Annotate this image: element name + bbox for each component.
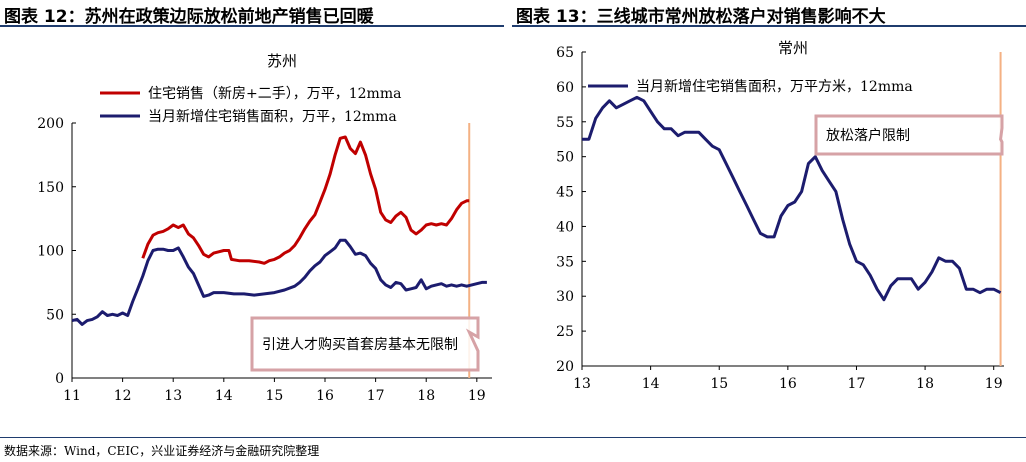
x-tick-label: 13 (164, 388, 182, 404)
series-line-0 (141, 135, 470, 265)
chart-title: 常州 (778, 39, 808, 57)
series-line-1 (71, 238, 487, 326)
x-tick-label: 14 (215, 388, 233, 404)
y-tick-label: 0 (55, 371, 64, 387)
y-tick-label: 55 (556, 115, 574, 131)
x-tick-label: 18 (916, 376, 934, 392)
x-tick-label: 18 (417, 388, 435, 404)
x-tick-label: 14 (642, 376, 660, 392)
x-tick-label: 13 (573, 376, 591, 392)
legend-label: 当月新增住宅销售面积，万平方米，12mma (636, 79, 913, 95)
left-panel-title: 图表 12：苏州在政策边际放松前地产销售已回暖 (4, 7, 374, 27)
y-tick-label: 50 (556, 150, 574, 166)
annotation-callout (814, 114, 1004, 156)
y-tick-label: 60 (556, 80, 574, 96)
left-title-rule (0, 25, 504, 27)
annotation-text: 放松落户限制 (826, 127, 910, 144)
x-tick-label: 11 (63, 388, 81, 404)
x-tick-label: 17 (367, 388, 385, 404)
y-tick-label: 100 (37, 244, 64, 260)
legend-label: 当月新增住宅销售面积，万平，12mma (148, 109, 397, 125)
chart-title: 苏州 (267, 52, 297, 70)
y-tick-label: 150 (37, 180, 64, 196)
x-tick-label: 16 (779, 376, 797, 392)
y-tick-label: 20 (556, 359, 574, 375)
y-tick-label: 40 (556, 219, 574, 235)
x-tick-label: 19 (468, 388, 486, 404)
x-tick-label: 17 (848, 376, 866, 392)
y-tick-label: 200 (37, 116, 64, 132)
y-tick-label: 65 (556, 45, 574, 61)
annotation-callout (250, 316, 480, 372)
changzhou-chart: 常州 20 25 30 35 40 45 50 55 60 65 13 14 15 16 17 18 19 当月新增… (556, 39, 1004, 392)
x-tick-label: 16 (316, 388, 334, 404)
legend-label: 住宅销售（新房+二手），万平，12mma (148, 86, 401, 102)
y-tick-label: 30 (556, 289, 574, 305)
source-note: 数据来源：Wind，CEIC，兴业证券经济与金融研究院整理 (4, 444, 320, 458)
y-tick-label: 35 (556, 254, 574, 270)
x-tick-label: 12 (114, 388, 132, 404)
x-tick-label: 15 (710, 376, 728, 392)
series-line-0 (582, 95, 1002, 302)
x-tick-label: 19 (985, 376, 1003, 392)
y-tick-label: 25 (556, 324, 574, 340)
footer-rule (0, 437, 1026, 438)
x-tick-label: 15 (265, 388, 283, 404)
y-tick-label: 45 (556, 185, 574, 201)
suzhou-chart: 苏州 0 50 100 150 200 11 12 13 14 15 16 17 18 19 住宅销售（新房+… (37, 52, 492, 404)
right-title-rule (512, 25, 1026, 27)
annotation-text: 引进人才购买首套房基本无限制 (262, 336, 458, 353)
y-tick-label: 50 (46, 307, 64, 323)
right-panel-title: 图表 13：三线城市常州放松落户对销售影响不大 (516, 7, 886, 27)
